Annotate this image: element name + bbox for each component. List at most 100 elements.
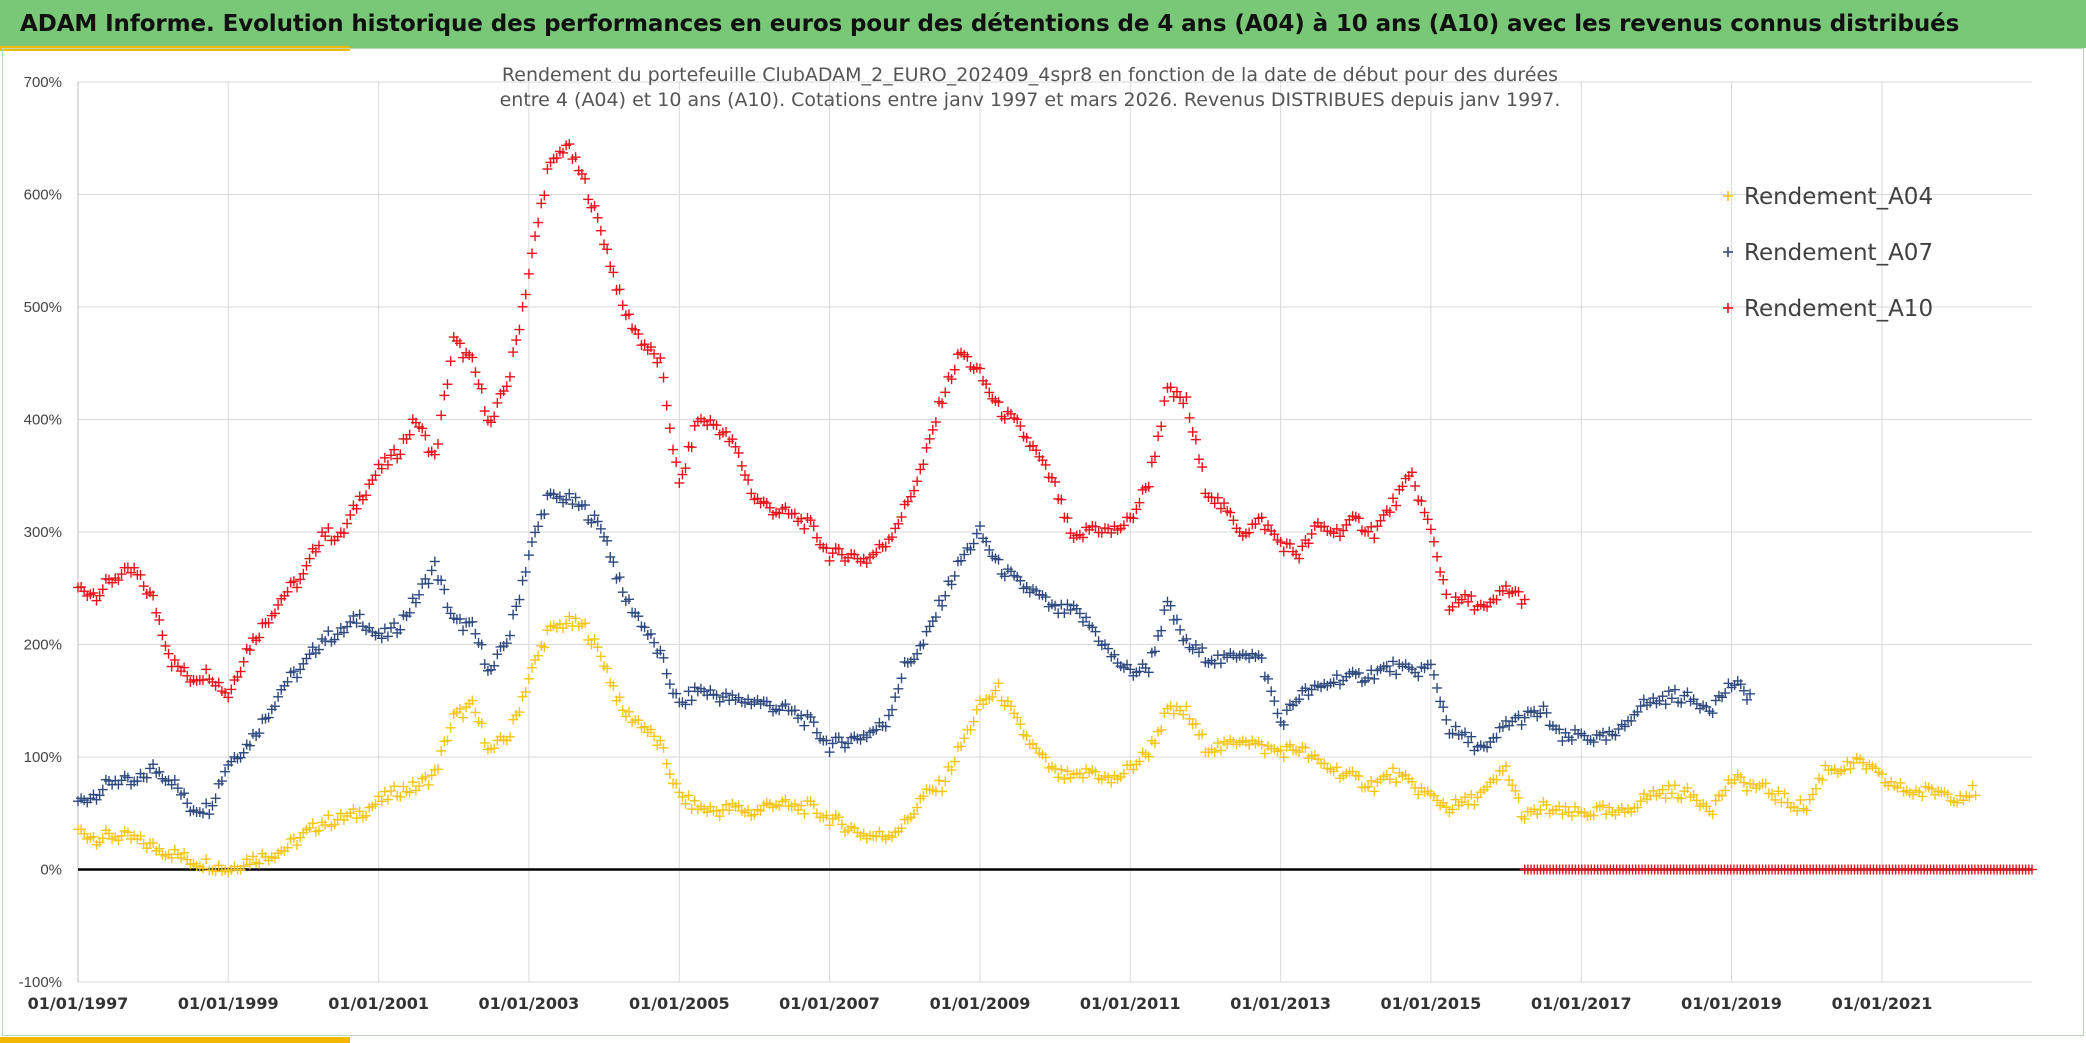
point-a04 bbox=[1168, 708, 1179, 719]
point-a07 bbox=[1707, 708, 1718, 719]
point-a04 bbox=[1858, 757, 1869, 768]
point-a04 bbox=[1491, 774, 1502, 785]
point-a10 bbox=[301, 560, 312, 571]
point-a10 bbox=[937, 398, 948, 409]
point-a04 bbox=[580, 618, 591, 629]
point-a10 bbox=[88, 588, 99, 599]
point-a10 bbox=[1215, 503, 1226, 514]
point-a04 bbox=[1839, 764, 1850, 775]
point-a04 bbox=[354, 806, 365, 817]
y-tick-label: 500% bbox=[24, 299, 62, 316]
point-a10 bbox=[671, 457, 682, 468]
point-a10 bbox=[113, 575, 124, 586]
x-tick-label: 01/01/2009 bbox=[930, 994, 1031, 1013]
point-a04 bbox=[1053, 772, 1064, 783]
point-a04 bbox=[661, 758, 672, 769]
point-a10 bbox=[420, 430, 431, 441]
point-a07 bbox=[649, 637, 660, 648]
point-a04 bbox=[721, 799, 732, 810]
y-tick-label: 200% bbox=[24, 637, 62, 654]
point-a07 bbox=[1516, 719, 1527, 730]
point-a07 bbox=[389, 618, 400, 629]
point-a04 bbox=[1056, 764, 1067, 775]
point-a04 bbox=[1331, 762, 1342, 773]
point-a10 bbox=[924, 433, 935, 444]
point-a10 bbox=[489, 411, 500, 422]
point-a07 bbox=[476, 639, 487, 650]
point-a07 bbox=[1632, 706, 1643, 717]
point-a07 bbox=[332, 629, 343, 640]
point-a10 bbox=[511, 335, 522, 346]
point-a10 bbox=[382, 459, 393, 470]
point-a04 bbox=[1795, 794, 1806, 805]
point-a07 bbox=[711, 690, 722, 701]
point-a10 bbox=[361, 490, 372, 501]
point-a04 bbox=[295, 832, 306, 843]
point-a10 bbox=[160, 640, 171, 651]
y-tick-label: 0% bbox=[40, 862, 62, 879]
point-a04 bbox=[711, 806, 722, 817]
point-a10 bbox=[580, 173, 591, 184]
point-a04 bbox=[836, 819, 847, 830]
point-a07 bbox=[254, 728, 265, 739]
point-a04 bbox=[1779, 788, 1790, 799]
point-a10 bbox=[887, 532, 898, 543]
point-a10 bbox=[479, 406, 490, 417]
point-a04 bbox=[523, 673, 534, 684]
point-a07 bbox=[1428, 669, 1439, 680]
point-a04 bbox=[201, 854, 212, 865]
point-a10 bbox=[470, 367, 481, 378]
point-a04 bbox=[395, 791, 406, 802]
point-a04 bbox=[808, 799, 819, 810]
point-a07 bbox=[683, 686, 694, 697]
point-a07 bbox=[780, 699, 791, 710]
point-a04 bbox=[141, 843, 152, 854]
point-a07 bbox=[1460, 727, 1471, 738]
report-title: ADAM Informe. Evolution historique des p… bbox=[20, 11, 1960, 37]
point-a04 bbox=[1635, 796, 1646, 807]
point-a07 bbox=[1015, 575, 1026, 586]
point-a04 bbox=[956, 741, 967, 752]
point-a07 bbox=[382, 631, 393, 642]
point-a04 bbox=[589, 634, 600, 645]
point-a07 bbox=[1153, 630, 1164, 641]
point-a10 bbox=[235, 666, 246, 677]
point-a10 bbox=[389, 444, 400, 455]
point-a07 bbox=[1263, 673, 1274, 684]
point-a04 bbox=[1212, 737, 1223, 748]
point-a10 bbox=[1331, 523, 1342, 534]
point-a07 bbox=[539, 509, 550, 520]
point-a04 bbox=[623, 706, 634, 717]
point-a10 bbox=[539, 190, 550, 201]
point-a07 bbox=[661, 668, 672, 679]
point-a07 bbox=[965, 544, 976, 555]
point-a07 bbox=[323, 626, 334, 637]
point-a07 bbox=[956, 555, 967, 566]
point-a10 bbox=[530, 231, 541, 242]
point-a04 bbox=[1942, 789, 1953, 800]
point-a04 bbox=[1500, 760, 1511, 771]
point-a10 bbox=[1197, 462, 1208, 473]
point-a07 bbox=[608, 557, 619, 568]
point-a04 bbox=[714, 811, 725, 822]
point-a04 bbox=[1970, 790, 1981, 801]
point-a07 bbox=[671, 688, 682, 699]
point-a10 bbox=[805, 515, 816, 526]
point-a10 bbox=[1134, 497, 1145, 508]
point-a07 bbox=[1626, 715, 1637, 726]
point-a07 bbox=[827, 738, 838, 749]
point-a07 bbox=[439, 584, 450, 595]
point-a04 bbox=[1688, 789, 1699, 800]
point-a10 bbox=[1369, 533, 1380, 544]
point-a07 bbox=[373, 628, 384, 639]
point-a07 bbox=[1663, 686, 1674, 697]
point-a07 bbox=[586, 517, 597, 528]
point-a10 bbox=[896, 512, 907, 523]
point-a04 bbox=[241, 854, 252, 865]
point-a07 bbox=[1171, 614, 1182, 625]
point-a10 bbox=[1425, 524, 1436, 535]
point-a07 bbox=[589, 510, 600, 521]
point-a04 bbox=[88, 831, 99, 842]
point-a07 bbox=[645, 628, 656, 639]
y-tick-label: 700% bbox=[24, 74, 62, 91]
